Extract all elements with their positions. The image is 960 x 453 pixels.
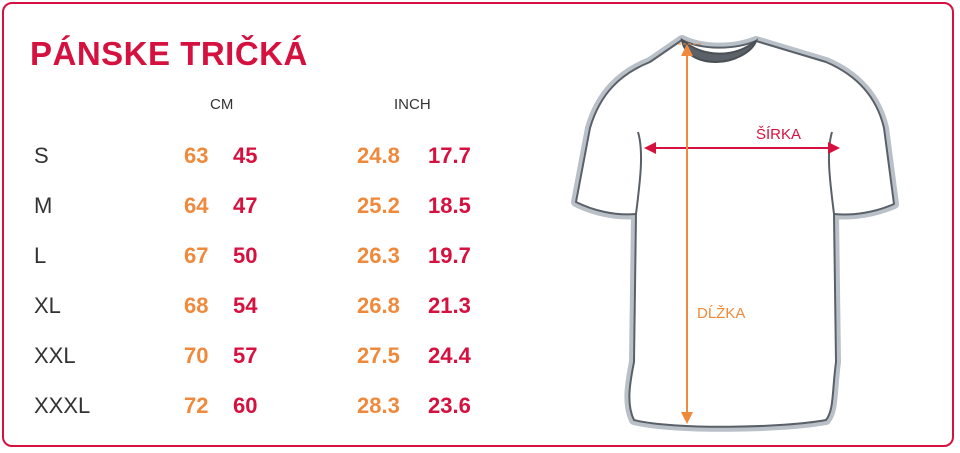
table-row: L 67 50 26.3 19.7 [4,239,524,273]
width-inch-value: 24.4 [428,343,471,368]
collar-shape [680,37,759,64]
width-inch-value: 17.7 [428,143,471,168]
width-cm-value: 47 [233,193,258,218]
size-label: XXXL [34,393,91,418]
size-label: S [34,143,49,168]
width-cm-value: 54 [233,293,258,318]
width-arrow-left-head [644,142,656,154]
length-arrow-top-head [681,44,693,56]
length-cm-value: 68 [184,293,209,318]
length-arrow-bottom-head [681,412,693,424]
size-label: M [34,193,53,218]
length-label: DĹŽKA [697,305,745,322]
width-inch-value: 19.7 [428,243,471,268]
length-inch-value: 26.8 [357,293,400,318]
tshirt-measurement-diagram: ŠÍRKA DĹŽKA [571,35,899,432]
size-label: L [34,243,47,268]
table-row: XXXL 72 60 28.3 23.6 [4,389,524,423]
width-cm-value: 45 [233,143,258,168]
width-label: ŠÍRKA [756,126,801,143]
length-inch-value: 25.2 [357,193,400,218]
width-cm-value: 60 [233,393,258,418]
width-arrow-right-head [828,142,840,154]
width-inch-value: 21.3 [428,293,471,318]
width-inch-value: 18.5 [428,193,471,218]
length-cm-value: 63 [184,143,209,168]
table-row: XL 68 54 26.8 21.3 [4,289,524,323]
width-cm-value: 50 [233,243,258,268]
size-chart-card: PÁNSKE TRIČKÁ CM INCH S 63 45 24.8 17.7 … [2,2,954,447]
width-inch-value: 23.6 [428,393,471,418]
table-row: XXL 70 57 27.5 24.4 [4,339,524,373]
length-inch-value: 26.3 [357,243,400,268]
length-inch-value: 24.8 [357,143,400,168]
length-cm-value: 72 [184,393,209,418]
page-title: PÁNSKE TRIČKÁ [30,35,308,72]
column-header-cm: CM [210,96,234,113]
length-cm-value: 64 [184,193,209,218]
size-label: XXL [34,343,76,368]
table-row: S 63 45 24.8 17.7 [4,139,524,173]
width-cm-value: 57 [233,343,258,368]
column-header-inch: INCH [394,96,431,113]
length-cm-value: 70 [184,343,209,368]
length-cm-value: 67 [184,243,209,268]
length-inch-value: 28.3 [357,393,400,418]
size-label: XL [34,293,61,318]
table-row: M 64 47 25.2 18.5 [4,189,524,223]
length-inch-value: 27.5 [357,343,400,368]
